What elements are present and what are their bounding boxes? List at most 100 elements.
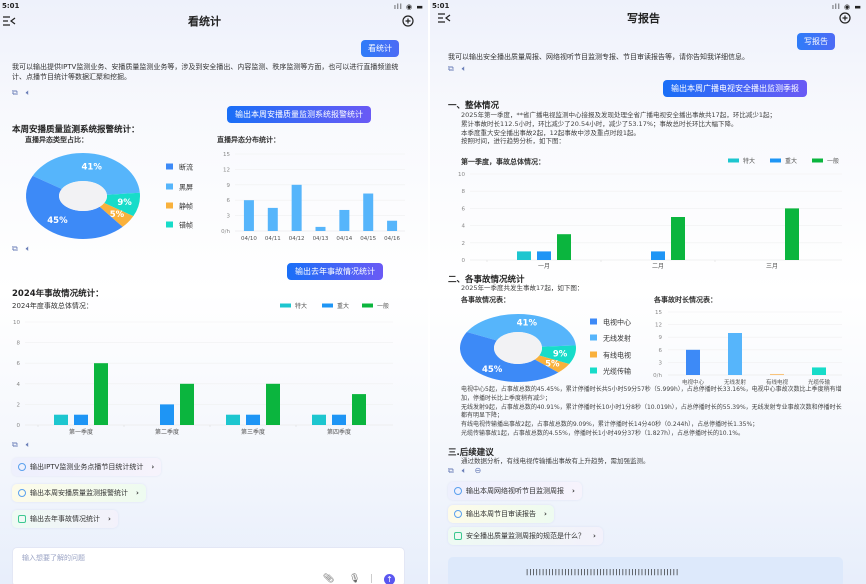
pie-slice-电视中心 (460, 332, 559, 382)
chart-label: 第一季度，事故总体情况： (461, 158, 545, 166)
y-tick-label: 3 (659, 360, 663, 366)
question-input[interactable]: 输入想要了解的问题 📎︎ 🎙︎ ↑ (12, 547, 405, 584)
pie-slice-黑屏 (32, 152, 140, 195)
donut-hole (59, 181, 107, 211)
section-title: 本周安播质量监测系统报警统计： (12, 125, 140, 135)
y-tick-label: 4 (17, 382, 21, 388)
legend-label: 错帧 (179, 221, 193, 230)
menu-icon[interactable] (438, 13, 451, 23)
chevron-right-icon: › (136, 489, 139, 497)
send-icon[interactable]: ↑ (384, 574, 395, 584)
y-tick-label: 10 (458, 172, 465, 178)
y-tick-label: 8 (462, 189, 466, 195)
chevron-right-icon: › (151, 463, 155, 471)
suggestion-chip[interactable]: 输出去年事故情况统计 › (12, 510, 118, 528)
x-tick-label: 04/16 (384, 236, 400, 242)
divider (371, 574, 372, 583)
y-tick-label: 3 (227, 214, 231, 220)
x-tick-label: 第三季度 (241, 428, 265, 436)
x-tick-label: 04/10 (241, 236, 257, 242)
message-actions: ⧉ 🔈︎ (12, 440, 31, 450)
y-tick-label: 2 (17, 402, 21, 408)
copy-icon[interactable]: ⧉ (12, 440, 18, 449)
bar-光缆传输 (812, 367, 826, 375)
legend-label: 重大 (785, 157, 797, 165)
microphone-icon[interactable]: 🎙︎ (349, 574, 361, 584)
pie-slice-光缆传输 (539, 345, 576, 364)
ask-alarm-stats-button[interactable]: 输出本周安播质量监测系统报警统计 (227, 106, 371, 123)
suggestion-chip[interactable]: 输出本周节目审读报告 › (448, 505, 554, 523)
chevron-right-icon: › (108, 515, 111, 523)
x-tick-label: 无线发射 (724, 378, 747, 386)
chip-label: 输出去年事故情况统计 (30, 515, 100, 523)
suggestion-chip[interactable]: 输出本周安播质量监测报警统计 › (12, 484, 146, 502)
menu-icon[interactable] (3, 16, 16, 26)
ask-quarterly-report-button[interactable]: 输出本周广播电视安全播出监测季报 (663, 80, 807, 97)
bar-第三季度-重大 (246, 414, 260, 425)
legend-label: 有线电视 (603, 351, 631, 360)
section-title: 2024年事故情况统计： (12, 289, 104, 299)
user-message: 写报告 (797, 33, 835, 50)
stats-screen: 41% 9% 5% 45% 断流 黑屏 静帧 错帧 0/h 3 6 9 12 15 04/10 04/11 04… (0, 0, 428, 584)
speaker-icon[interactable]: 🔈︎ (461, 466, 467, 475)
copy-icon[interactable]: ⧉ (12, 244, 18, 253)
legend-label: 断流 (179, 163, 193, 172)
bar-一月-特大 (517, 251, 531, 260)
ask-last-year-button[interactable]: 输出去年事故情况统计 (287, 263, 383, 280)
bar-label: 直播异态分布统计： (217, 136, 280, 144)
legend-swatch (728, 158, 739, 163)
legend-label: 黑屏 (179, 184, 193, 192)
voice-input-area[interactable]: ||||||||||||||||||||||||||||||||||||||||… (448, 557, 843, 584)
copy-icon[interactable]: ⧉ (448, 64, 454, 73)
bar-第四季度-一般 (352, 394, 366, 425)
analysis-paragraphs: 电视中心5起，占事故总数的45.45%，累计停播时长共5小时59分57秒（5.9… (461, 386, 846, 439)
voice-waveform-icon: ||||||||||||||||||||||||||||||||||||||||… (526, 569, 680, 576)
legend-swatch (362, 303, 373, 308)
chart-icon (18, 489, 26, 497)
attach-icon[interactable]: 📎︎ (323, 574, 335, 584)
bar-二月-一般 (671, 217, 685, 260)
x-tick-label: 光缆传输 (808, 378, 831, 386)
suggestion-chip[interactable]: 输出本周网络视听节目监测周报 › (448, 482, 582, 500)
legend-label: 无线发射 (603, 334, 631, 343)
speaker-icon[interactable]: 🔈︎ (461, 64, 467, 73)
bar-04/16 (387, 220, 398, 231)
x-tick-label: 第二季度 (155, 428, 179, 436)
suggestion-chip[interactable]: 安全播出质量监测周报的规范是什么？ › (448, 527, 603, 545)
chip-label: 输出本周网络视听节目监测周报 (466, 487, 564, 495)
y-tick-label: 0 (462, 258, 466, 264)
bar-一月-一般 (557, 234, 571, 260)
pie-value-label: 9% (117, 198, 132, 208)
pie-slice-静帧 (99, 203, 134, 227)
new-chat-icon[interactable] (402, 15, 414, 27)
bar-无线发射 (728, 333, 742, 375)
monitor-icon (454, 487, 462, 495)
y-tick-label: 12 (223, 167, 230, 173)
download-icon[interactable]: ⊖ (474, 466, 482, 475)
bar-04/11 (267, 207, 278, 231)
y-tick-label: 4 (462, 224, 466, 230)
bar-一月-重大 (537, 251, 551, 260)
bar-第四季度-重大 (332, 414, 346, 425)
speaker-icon[interactable]: 🔈︎ (25, 88, 31, 97)
suggestion-chip[interactable]: 输出IPTV监测业务点播节目统计统计 › (12, 458, 162, 476)
pie-label: 直播异态类型占比： (25, 136, 88, 144)
speaker-icon[interactable]: 🔈︎ (25, 244, 31, 253)
bar-二月-重大 (651, 251, 665, 260)
copy-icon[interactable]: ⧉ (12, 88, 18, 97)
x-tick-label: 04/13 (313, 236, 329, 242)
paragraph: 电视中心5起，占事故总数的45.45%，累计停播时长共5小时59分57秒（5.9… (461, 386, 842, 402)
bar-04/12 (291, 184, 302, 231)
bar-有线电视 (770, 373, 784, 375)
monitor-icon (18, 463, 26, 471)
bar-第二季度-重大 (160, 404, 174, 425)
new-chat-icon[interactable] (839, 12, 851, 24)
y-tick-label: 10 (13, 320, 20, 326)
speaker-icon[interactable]: 🔈︎ (25, 440, 31, 449)
section-intro: 2025年一季度共发生事故17起，如下图： (461, 284, 584, 292)
x-tick-label: 电视中心 (682, 378, 705, 386)
chart-label: 2024年度事故总体情况： (12, 302, 93, 310)
page-title: 写报告 (627, 12, 660, 25)
user-message: 看统计 (361, 40, 399, 57)
copy-icon[interactable]: ⧉ (448, 466, 454, 475)
